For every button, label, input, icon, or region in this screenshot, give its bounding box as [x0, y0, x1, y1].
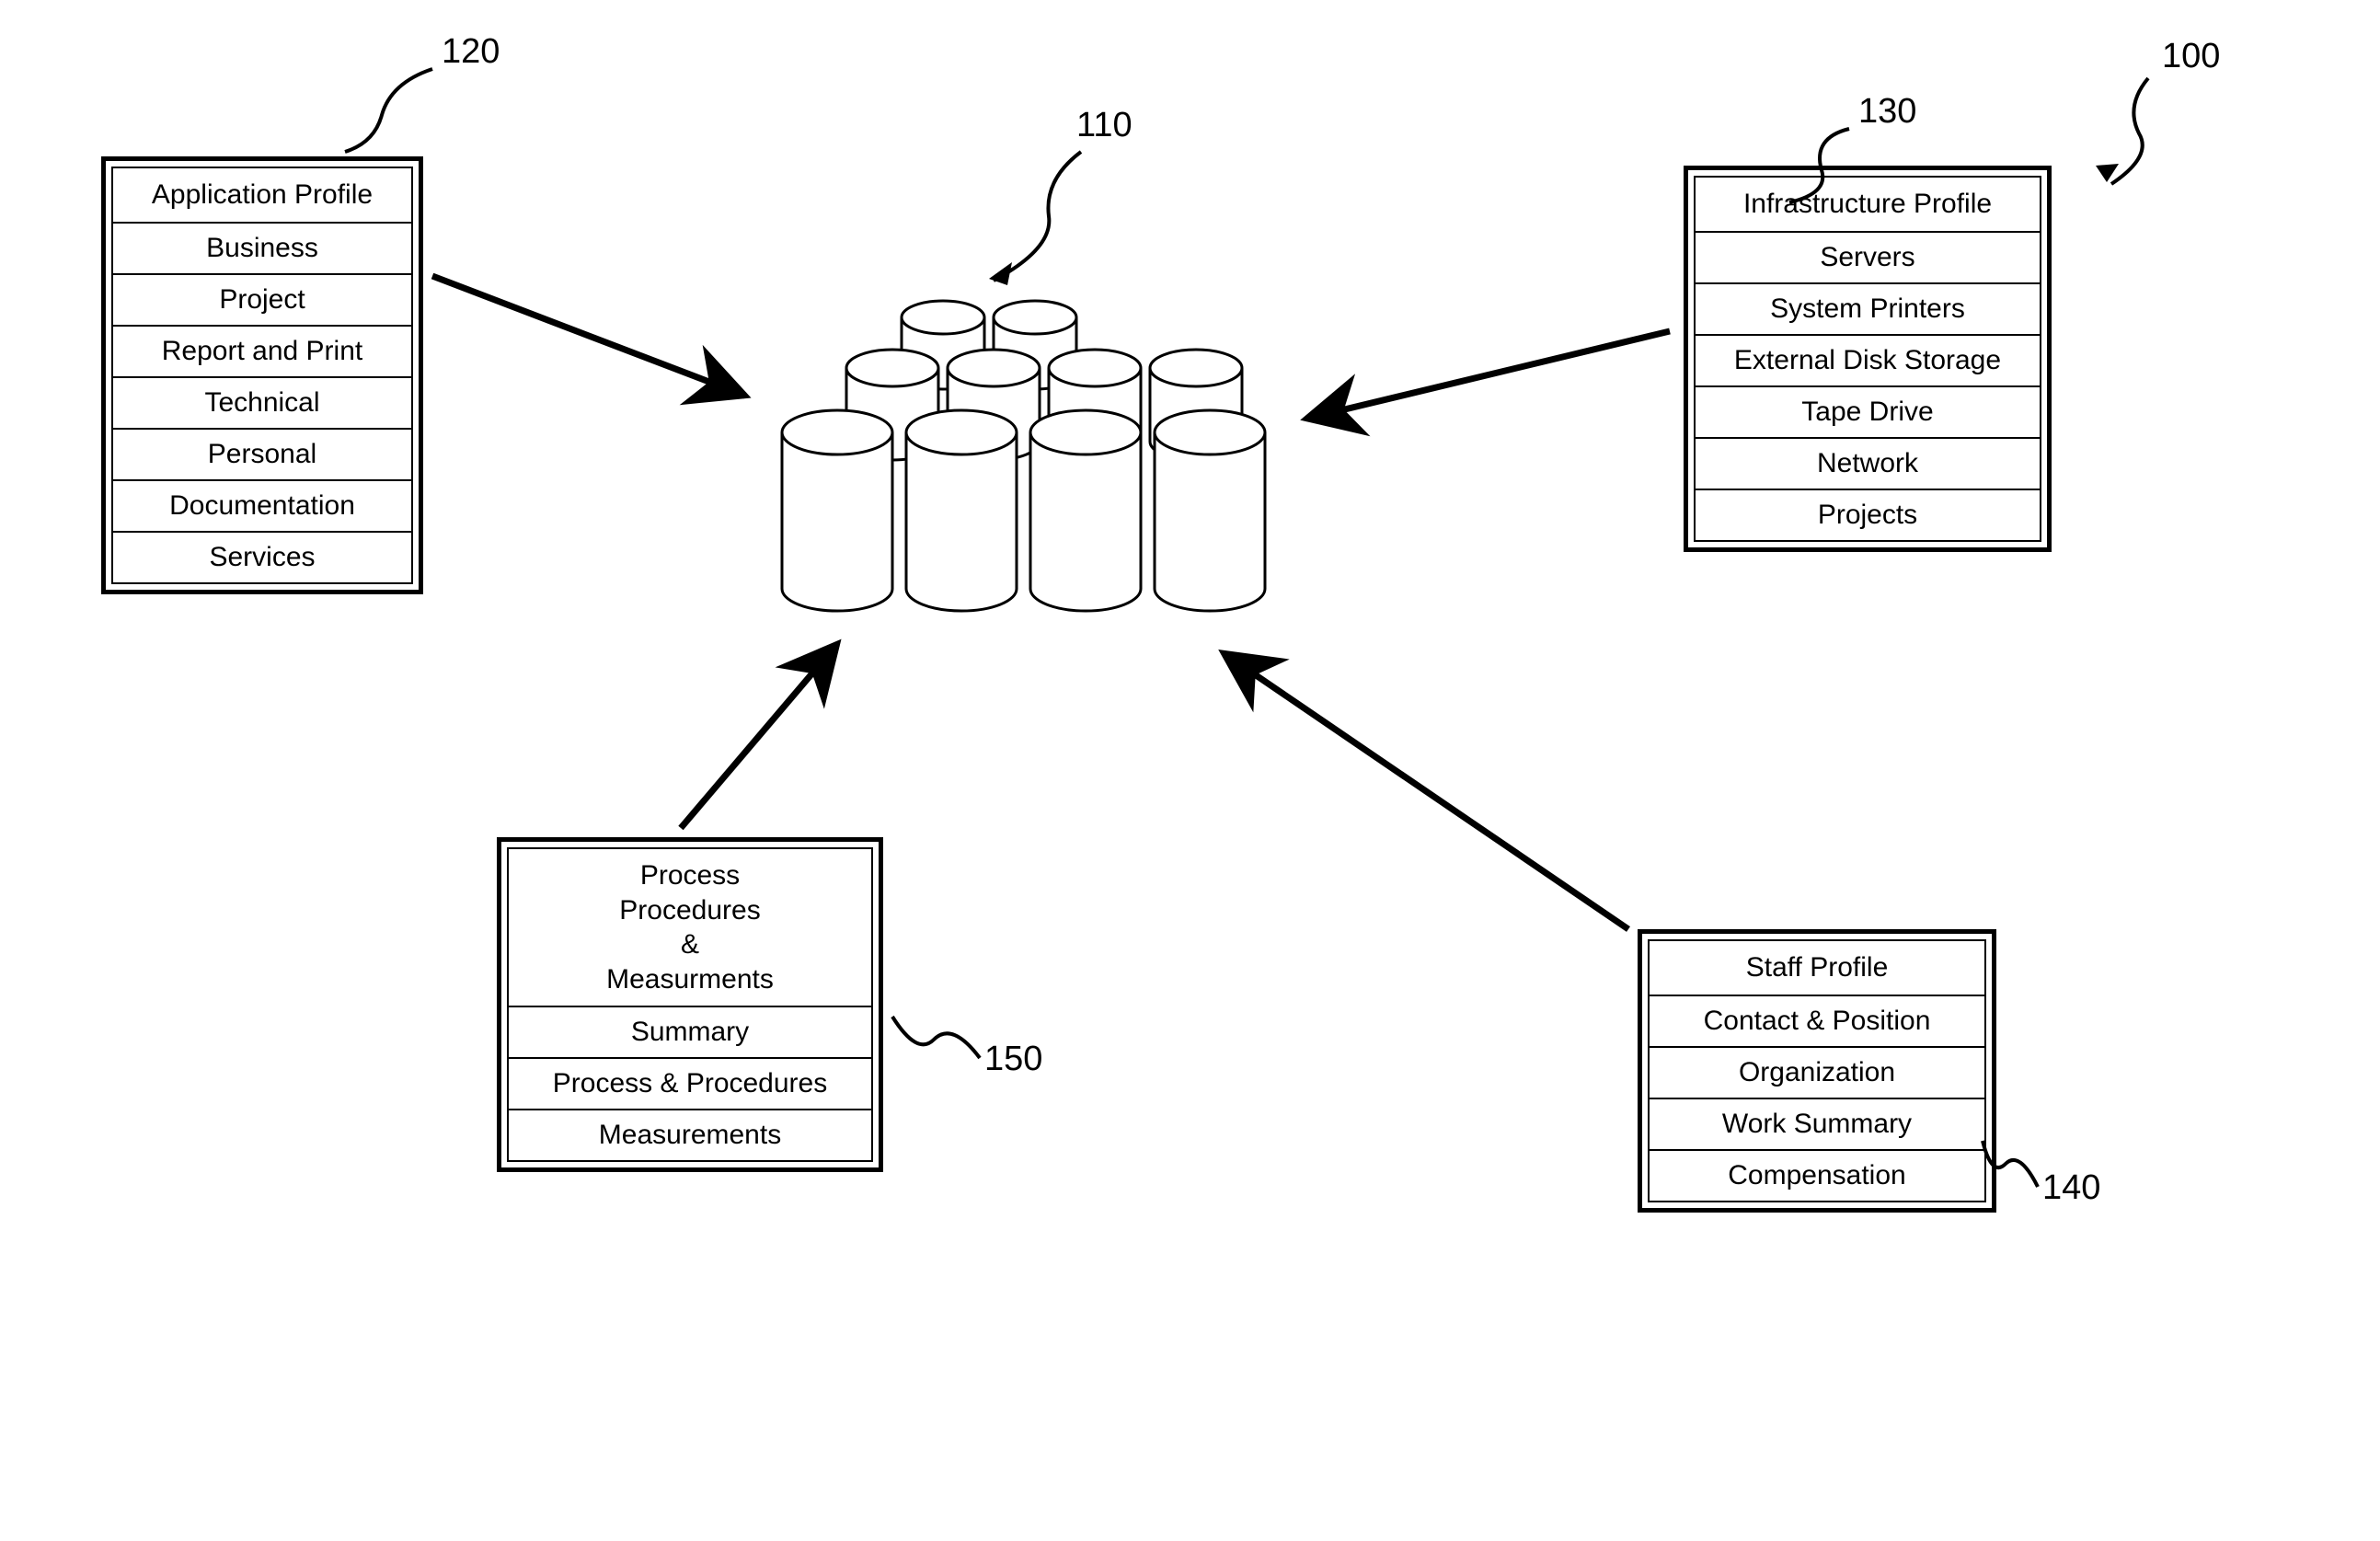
ref-label-120: 120	[442, 32, 500, 72]
box-application-row: Report and Print	[113, 327, 411, 378]
box-infrastructure-row: Network	[1696, 439, 2040, 490]
leader-100	[2111, 78, 2148, 184]
ref-label-100: 100	[2162, 37, 2220, 76]
box-application-row: Documentation	[113, 481, 411, 533]
arrow-from-staff	[1224, 653, 1628, 929]
box-application-row: Project	[113, 275, 411, 327]
box-infrastructure-row: Tape Drive	[1696, 387, 2040, 439]
arrow-from-process	[681, 644, 837, 828]
box-application-profile: Application Profile Business Project Rep…	[101, 156, 423, 594]
box-infrastructure-row: External Disk Storage	[1696, 336, 2040, 387]
box-process-profile: Process Procedures & Measurments Summary…	[497, 837, 883, 1172]
box-staff-header: Staff Profile	[1650, 941, 1984, 996]
box-infrastructure-row: Servers	[1696, 233, 2040, 284]
arrow-from-application	[432, 276, 745, 396]
box-process-row: Process & Procedures	[509, 1059, 871, 1110]
box-application-row: Business	[113, 224, 411, 275]
leader-120	[345, 69, 432, 152]
box-staff-row: Contact & Position	[1650, 996, 1984, 1048]
database-cluster-icon	[782, 301, 1265, 611]
box-staff-profile: Staff Profile Contact & Position Organiz…	[1638, 929, 1996, 1213]
ref-label-110: 110	[1076, 106, 1133, 145]
box-staff-row: Organization	[1650, 1048, 1984, 1099]
box-infrastructure-row: Projects	[1696, 490, 2040, 540]
ref-label-140: 140	[2042, 1168, 2100, 1208]
ref-label-150: 150	[984, 1040, 1042, 1079]
box-infrastructure-row: System Printers	[1696, 284, 2040, 336]
box-application-row: Personal	[113, 430, 411, 481]
box-application-header: Application Profile	[113, 168, 411, 224]
arrow-from-infrastructure	[1306, 331, 1670, 419]
box-process-row: Measurements	[509, 1110, 871, 1160]
box-application-row: Services	[113, 533, 411, 582]
box-process-row: Summary	[509, 1007, 871, 1059]
ref-label-130: 130	[1858, 92, 1916, 132]
diagram-canvas: 100 110 120 130 140 150 Application Prof…	[0, 0, 2380, 1541]
leader-150	[892, 1017, 980, 1058]
box-staff-row: Compensation	[1650, 1151, 1984, 1201]
box-infrastructure-profile: Infrastructure Profile Servers System Pr…	[1684, 166, 2052, 552]
box-infrastructure-header: Infrastructure Profile	[1696, 178, 2040, 233]
box-staff-row: Work Summary	[1650, 1099, 1984, 1151]
box-process-header: Process Procedures & Measurments	[509, 849, 871, 1007]
leader-110	[994, 152, 1081, 281]
box-application-row: Technical	[113, 378, 411, 430]
